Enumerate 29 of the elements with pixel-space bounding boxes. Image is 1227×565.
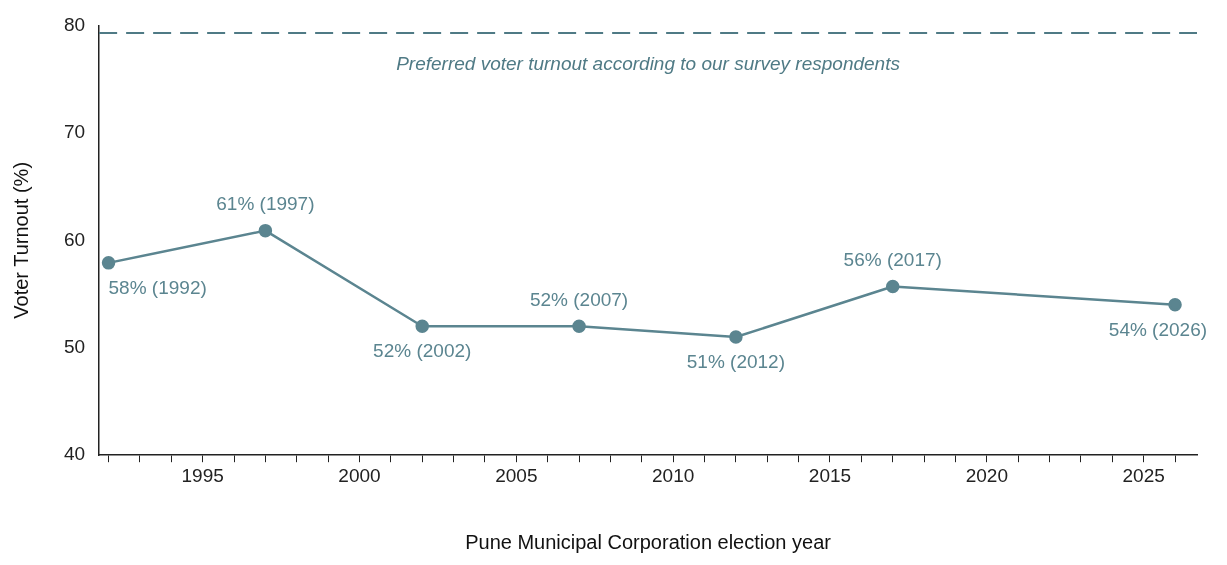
- x-tick-label: 2020: [965, 464, 1008, 486]
- data-label: 52% (2007): [529, 288, 629, 310]
- x-tick-label: 2015: [808, 464, 852, 486]
- data-label: 58% (1992): [108, 276, 207, 298]
- point: [885, 279, 900, 294]
- x-tick-label: 2000: [338, 464, 381, 486]
- point: [1168, 298, 1182, 312]
- data-label: 52% (2002): [373, 339, 472, 361]
- y-axis-title: Voter Turnout (%): [9, 161, 32, 319]
- point: [258, 223, 273, 238]
- ref-line-label: Preferred voter turnout according to our survey respondents: [396, 52, 901, 74]
- y-tick-label: 40: [63, 443, 86, 465]
- y-tick-label: 70: [63, 121, 86, 143]
- data-label: 51% (2012): [686, 350, 786, 372]
- point: [729, 330, 743, 344]
- point: [415, 319, 429, 334]
- y-tick-label: 80: [63, 13, 86, 35]
- x-tick-label: 2025: [1122, 464, 1165, 486]
- data-label: 56% (2017): [843, 249, 942, 271]
- point: [572, 319, 586, 334]
- data-label: 61% (1997): [216, 193, 315, 215]
- x-tick-label: 2005: [495, 464, 538, 486]
- x-tick-label: 1995: [181, 464, 224, 486]
- data-label: 54% (2026): [1108, 318, 1208, 340]
- point: [101, 256, 116, 270]
- y-tick-label: 50: [63, 335, 86, 357]
- x-tick-label: 2010: [652, 464, 695, 486]
- y-tick-label: 60: [63, 228, 86, 250]
- x-axis-title: Pune Municipal Corporation election year: [465, 530, 832, 553]
